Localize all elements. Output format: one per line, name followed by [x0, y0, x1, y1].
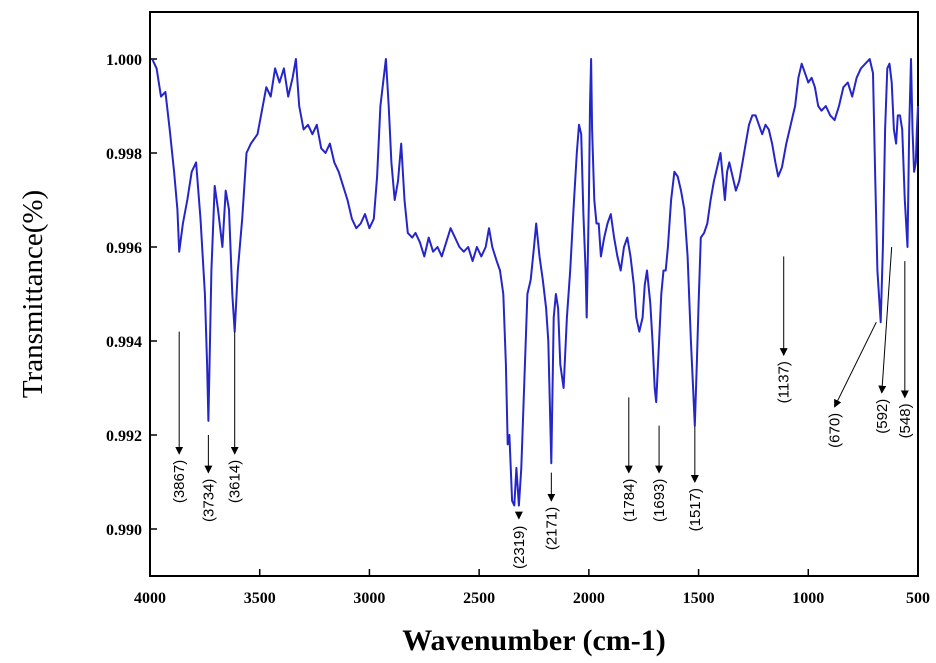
peak-label: (670)	[827, 413, 844, 448]
y-tick-label: 0.994	[106, 334, 142, 351]
peak-label: (1784)	[621, 479, 638, 522]
y-axis-title: Transmittance(%)	[17, 190, 49, 398]
peak-arrow	[834, 321, 877, 408]
y-tick-label: 0.990	[106, 522, 142, 539]
x-axis-ticks: 4000 3500 3000 2500 2000 1500 1000 500	[134, 569, 930, 607]
y-tick-label: 1.000	[106, 52, 142, 69]
peak-label: (548)	[897, 403, 914, 438]
peak-annotations: (3867) (3734) (3614) (2319) (2171) (1784) (169…	[171, 246, 914, 569]
peak-label: (3867)	[171, 460, 188, 503]
x-tick-label: 1500	[683, 590, 715, 607]
peak-arrow	[514, 511, 523, 520]
x-tick-label: 1000	[792, 590, 824, 607]
x-tick-label: 3500	[244, 590, 276, 607]
y-axis-ticks: 0.990 0.992 0.994 0.996 0.998 1.000	[106, 52, 157, 539]
peak-label: (3614)	[227, 460, 244, 503]
peak-label: (1693)	[651, 479, 668, 522]
x-tick-label: 3000	[353, 590, 385, 607]
peak-label: (2319)	[511, 526, 528, 569]
peak-label: (592)	[874, 399, 891, 434]
y-tick-label: 0.998	[106, 146, 142, 163]
peak-arrow	[878, 246, 893, 394]
x-tick-label: 2500	[463, 590, 495, 607]
peak-label: (2171)	[543, 507, 560, 550]
peak-label: (1517)	[687, 488, 704, 531]
y-tick-label: 0.992	[106, 428, 142, 445]
x-tick-label: 4000	[134, 590, 166, 607]
x-tick-label: 500	[906, 590, 930, 607]
x-axis-title: Wavenumber (cm-1)	[402, 624, 666, 657]
peak-label: (3734)	[200, 479, 217, 522]
plot-frame	[149, 11, 919, 577]
y-tick-label: 0.996	[106, 240, 142, 257]
x-tick-label: 2000	[573, 590, 605, 607]
spectrum-line	[151, 58, 919, 507]
peak-label: (1137)	[776, 361, 793, 403]
